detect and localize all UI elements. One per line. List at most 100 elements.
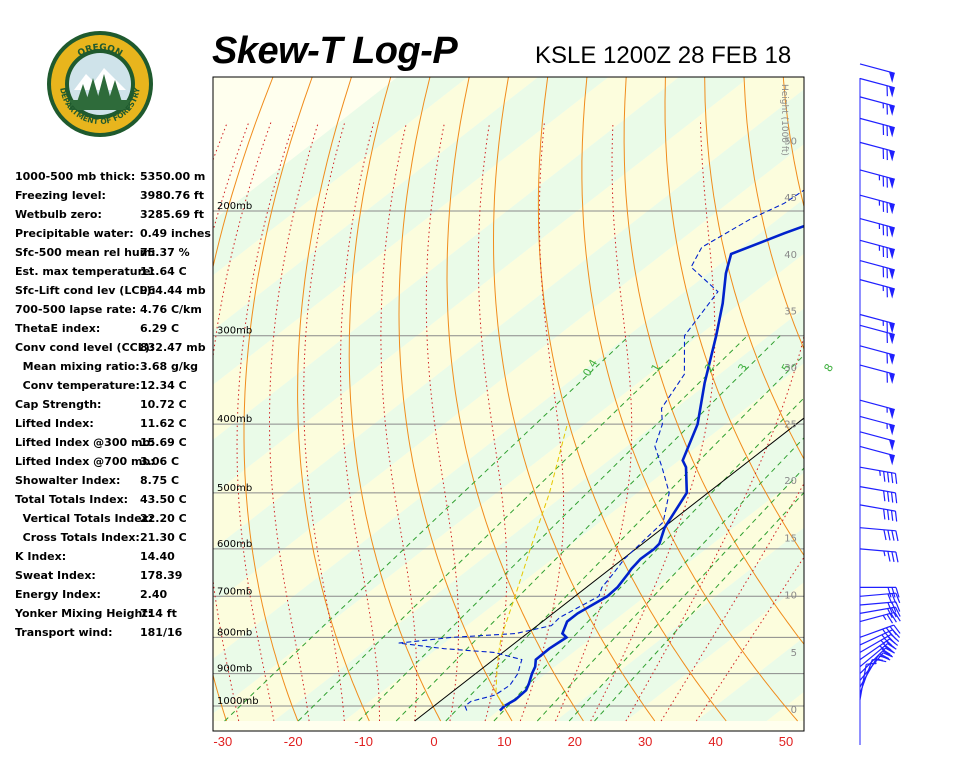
moist-adiabat bbox=[519, 122, 565, 722]
barb-full bbox=[890, 612, 897, 623]
wind-barb bbox=[860, 586, 900, 598]
station-time-label: KSLE 1200Z 28 FEB 18 bbox=[535, 42, 792, 69]
index-value: 2.40 bbox=[140, 588, 168, 601]
barb-shaft bbox=[859, 466, 896, 475]
logo-text-top: OREGON bbox=[76, 43, 124, 59]
barb-half bbox=[882, 628, 887, 634]
index-label: Lifted Index: bbox=[15, 417, 94, 430]
index-value: 10.72 C bbox=[140, 398, 187, 411]
barb-shaft bbox=[859, 527, 896, 532]
barb-full bbox=[887, 587, 892, 598]
barb-flag bbox=[888, 86, 895, 98]
barb-full bbox=[894, 473, 898, 484]
isotherm-band bbox=[625, 582, 804, 722]
barb-full bbox=[887, 529, 891, 541]
isotherm-band bbox=[213, 77, 804, 550]
barb-full bbox=[889, 626, 897, 636]
zero-isotherm bbox=[414, 417, 804, 722]
barb-full bbox=[882, 650, 893, 657]
barb-shaft bbox=[859, 655, 879, 688]
barb-full bbox=[890, 607, 897, 618]
height-tick-label: 45 bbox=[784, 193, 797, 204]
barb-full bbox=[890, 510, 894, 521]
index-value: 6.29 C bbox=[140, 322, 180, 335]
index-value: 181/16 bbox=[140, 626, 183, 639]
barb-flag bbox=[888, 287, 895, 299]
mixing-ratio-line bbox=[445, 354, 804, 722]
dry-adiabat bbox=[446, 77, 584, 722]
dry-adiabat bbox=[854, 0, 960, 721]
barb-flag bbox=[888, 454, 895, 466]
index-label: Transport wind: bbox=[15, 626, 113, 639]
barb-full bbox=[891, 601, 897, 613]
wind-barb bbox=[859, 96, 895, 116]
moist-adiabat bbox=[340, 122, 380, 721]
index-label: 1000-500 mb thick: bbox=[15, 170, 136, 183]
dry-adiabat bbox=[623, 77, 804, 646]
chart-title: Skew-T Log-P bbox=[212, 30, 458, 72]
barb-full bbox=[891, 587, 896, 598]
barb-shaft bbox=[859, 638, 890, 661]
index-label: Energy Index: bbox=[15, 588, 101, 601]
index-label: Est. max temperature: bbox=[15, 265, 155, 278]
x-tick-label: -10 bbox=[354, 734, 373, 749]
barb-half bbox=[877, 658, 884, 662]
barb-full bbox=[894, 611, 901, 622]
x-tick-label: 50 bbox=[779, 734, 793, 749]
mixing-ratio-line bbox=[224, 335, 630, 722]
isobar-label: 200mb bbox=[217, 201, 252, 212]
barb-full bbox=[894, 492, 898, 504]
wind-barb bbox=[859, 260, 895, 280]
barb-full bbox=[891, 593, 897, 604]
barb-full bbox=[887, 551, 891, 562]
barb-full bbox=[883, 508, 886, 520]
barb-full bbox=[890, 472, 894, 484]
mixing-ratio-line bbox=[594, 491, 804, 722]
isotherm-band bbox=[696, 637, 804, 722]
moist-adiabat bbox=[380, 122, 418, 722]
wind-barb bbox=[859, 466, 898, 484]
barb-half bbox=[881, 634, 886, 640]
isobar-label: 1000mb bbox=[217, 696, 259, 707]
barb-full bbox=[883, 490, 886, 502]
index-label: ThetaE index: bbox=[15, 322, 101, 335]
barb-full bbox=[881, 648, 891, 655]
isobar-label: 800mb bbox=[217, 627, 252, 638]
wind-barb bbox=[859, 194, 895, 215]
barb-shaft bbox=[859, 504, 896, 512]
barb-flag bbox=[888, 126, 895, 138]
isobar-label: 300mb bbox=[217, 326, 252, 337]
dry-adiabat bbox=[398, 77, 513, 722]
index-value: 4.76 C/km bbox=[140, 303, 202, 316]
wind-barb bbox=[859, 647, 895, 675]
index-label: Sweat Index: bbox=[15, 569, 96, 582]
wind-barb bbox=[859, 63, 895, 83]
index-value: 714 ft bbox=[140, 607, 177, 620]
index-value: 11.64 C bbox=[140, 265, 187, 278]
barb-flag bbox=[888, 333, 895, 345]
barb-full bbox=[885, 627, 894, 637]
barb-full bbox=[883, 471, 886, 482]
barb-full bbox=[891, 551, 895, 563]
barb-flag bbox=[888, 322, 895, 334]
index-value: 14.40 bbox=[140, 550, 175, 563]
moist-adiabat bbox=[114, 123, 206, 722]
barb-full bbox=[895, 530, 899, 542]
barb-full bbox=[894, 606, 901, 617]
mixing-ratio-line bbox=[395, 335, 781, 722]
wind-barb bbox=[859, 445, 895, 466]
barb-full bbox=[893, 624, 901, 634]
height-axis-title: Height (1000 ft) bbox=[779, 84, 789, 156]
wind-barb bbox=[859, 345, 895, 365]
temperature-profile bbox=[498, 224, 804, 712]
barb-full bbox=[895, 551, 899, 563]
barb-full bbox=[895, 601, 901, 612]
index-value: 43.50 C bbox=[140, 493, 187, 506]
isobar-label: 400mb bbox=[217, 414, 252, 425]
index-label: Precipitable water: bbox=[15, 227, 134, 240]
barb-shaft bbox=[859, 611, 895, 623]
wind-barb bbox=[859, 504, 898, 522]
barb-flag bbox=[888, 424, 895, 436]
height-tick-label: 10 bbox=[784, 591, 797, 602]
